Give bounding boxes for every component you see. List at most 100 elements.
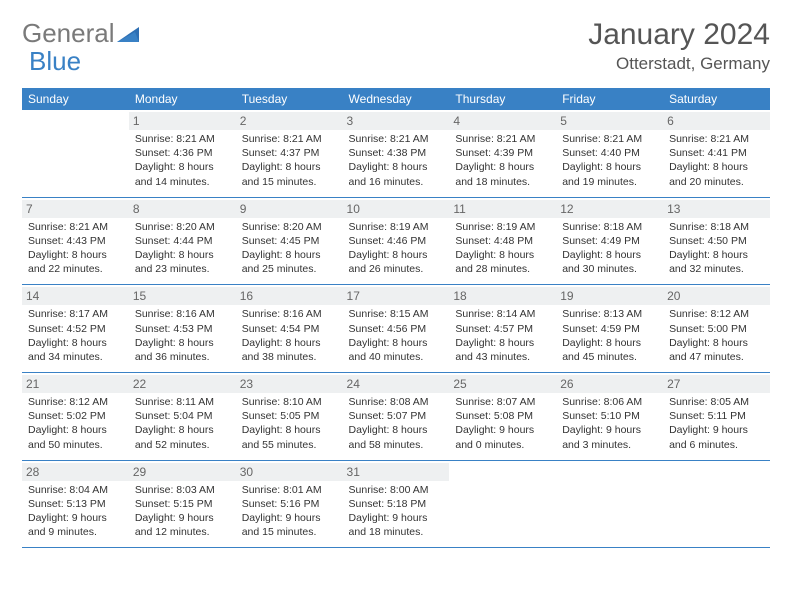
day-number: 13 (663, 200, 770, 218)
day-number: 25 (449, 375, 556, 393)
calendar-head: SundayMondayTuesdayWednesdayThursdayFrid… (22, 88, 770, 110)
calendar-day-cell: 9 Sunrise: 8:20 AMSunset: 4:45 PMDaylight… (236, 197, 343, 285)
day-details: Sunrise: 8:07 AMSunset: 5:08 PMDaylight:… (455, 395, 550, 452)
calendar-day-cell: 30 Sunrise: 8:01 AMSunset: 5:16 PMDayligh… (236, 460, 343, 548)
day-details: Sunrise: 8:20 AMSunset: 4:45 PMDaylight:… (242, 220, 337, 277)
day-details: Sunrise: 8:03 AMSunset: 5:15 PMDaylight:… (135, 483, 230, 540)
day-header: Friday (556, 88, 663, 110)
day-header: Thursday (449, 88, 556, 110)
calendar-day-cell: 21Sunrise: 8:12 AMSunset: 5:02 PMDayligh… (22, 373, 129, 461)
day-details: Sunrise: 8:05 AMSunset: 5:11 PMDaylight:… (669, 395, 764, 452)
calendar-week-row: 7 Sunrise: 8:21 AMSunset: 4:43 PMDaylight… (22, 197, 770, 285)
day-number: 26 (556, 375, 663, 393)
day-details: Sunrise: 8:21 AMSunset: 4:40 PMDaylight:… (562, 132, 657, 189)
day-details: Sunrise: 8:04 AMSunset: 5:13 PMDaylight:… (28, 483, 123, 540)
day-number: 14 (22, 287, 129, 305)
brand-triangle-icon (117, 24, 139, 47)
calendar-day-cell: 16 Sunrise: 8:16 AMSunset: 4:54 PMDayligh… (236, 285, 343, 373)
day-header: Wednesday (343, 88, 450, 110)
day-number: 18 (449, 287, 556, 305)
calendar-day-cell: 17 Sunrise: 8:15 AMSunset: 4:56 PMDayligh… (343, 285, 450, 373)
day-number: 5 (556, 112, 663, 130)
calendar-day-cell: 5 Sunrise: 8:21 AMSunset: 4:40 PMDaylight… (556, 110, 663, 197)
calendar-week-row: 28 Sunrise: 8:04 AMSunset: 5:13 PMDayligh… (22, 460, 770, 548)
day-details: Sunrise: 8:21 AMSunset: 4:39 PMDaylight:… (455, 132, 550, 189)
day-number: 10 (343, 200, 450, 218)
calendar-day-cell: 26 Sunrise: 8:06 AMSunset: 5:10 PMDayligh… (556, 373, 663, 461)
calendar-day-cell (449, 460, 556, 548)
calendar-day-cell: 11 Sunrise: 8:19 AMSunset: 4:48 PMDayligh… (449, 197, 556, 285)
brand-text-blue: Blue (29, 46, 81, 76)
calendar-week-row: 1Sunrise: 8:21 AMSunset: 4:36 PMDaylight… (22, 110, 770, 197)
day-number: 7 (22, 200, 129, 218)
day-number: 23 (236, 375, 343, 393)
day-details: Sunrise: 8:16 AMSunset: 4:53 PMDaylight:… (135, 307, 230, 364)
day-details: Sunrise: 8:08 AMSunset: 5:07 PMDaylight:… (349, 395, 444, 452)
day-number: 20 (663, 287, 770, 305)
calendar-day-cell: 7 Sunrise: 8:21 AMSunset: 4:43 PMDaylight… (22, 197, 129, 285)
calendar-day-cell: 28 Sunrise: 8:04 AMSunset: 5:13 PMDayligh… (22, 460, 129, 548)
day-details: Sunrise: 8:19 AMSunset: 4:48 PMDaylight:… (455, 220, 550, 277)
calendar-body: 1Sunrise: 8:21 AMSunset: 4:36 PMDaylight… (22, 110, 770, 548)
day-number: 11 (449, 200, 556, 218)
day-details: Sunrise: 8:19 AMSunset: 4:46 PMDaylight:… (349, 220, 444, 277)
brand-text-blue-wrap: Blue (29, 46, 81, 77)
day-details: Sunrise: 8:21 AMSunset: 4:36 PMDaylight:… (135, 132, 230, 189)
day-details: Sunrise: 8:00 AMSunset: 5:18 PMDaylight:… (349, 483, 444, 540)
day-number: 22 (129, 375, 236, 393)
calendar-day-cell: 31 Sunrise: 8:00 AMSunset: 5:18 PMDayligh… (343, 460, 450, 548)
day-number: 27 (663, 375, 770, 393)
day-number: 24 (343, 375, 450, 393)
calendar-day-cell: 6 Sunrise: 8:21 AMSunset: 4:41 PMDaylight… (663, 110, 770, 197)
day-details: Sunrise: 8:21 AMSunset: 4:43 PMDaylight:… (28, 220, 123, 277)
day-number: 12 (556, 200, 663, 218)
day-details: Sunrise: 8:18 AMSunset: 4:49 PMDaylight:… (562, 220, 657, 277)
calendar-day-cell: 27 Sunrise: 8:05 AMSunset: 5:11 PMDayligh… (663, 373, 770, 461)
day-number: 3 (343, 112, 450, 130)
calendar-day-cell: 29Sunrise: 8:03 AMSunset: 5:15 PMDayligh… (129, 460, 236, 548)
day-details: Sunrise: 8:01 AMSunset: 5:16 PMDaylight:… (242, 483, 337, 540)
day-details: Sunrise: 8:15 AMSunset: 4:56 PMDaylight:… (349, 307, 444, 364)
calendar-day-cell (663, 460, 770, 548)
day-header: Monday (129, 88, 236, 110)
day-details: Sunrise: 8:06 AMSunset: 5:10 PMDaylight:… (562, 395, 657, 452)
day-details: Sunrise: 8:11 AMSunset: 5:04 PMDaylight:… (135, 395, 230, 452)
calendar-day-cell: 4 Sunrise: 8:21 AMSunset: 4:39 PMDaylight… (449, 110, 556, 197)
calendar-table: SundayMondayTuesdayWednesdayThursdayFrid… (22, 88, 770, 548)
calendar-day-cell: 23 Sunrise: 8:10 AMSunset: 5:05 PMDayligh… (236, 373, 343, 461)
calendar-day-cell: 19 Sunrise: 8:13 AMSunset: 4:59 PMDayligh… (556, 285, 663, 373)
brand-text-general: General (22, 18, 115, 49)
calendar-day-cell: 1Sunrise: 8:21 AMSunset: 4:36 PMDaylight… (129, 110, 236, 197)
day-header: Sunday (22, 88, 129, 110)
calendar-day-cell: 12 Sunrise: 8:18 AMSunset: 4:49 PMDayligh… (556, 197, 663, 285)
day-details: Sunrise: 8:13 AMSunset: 4:59 PMDaylight:… (562, 307, 657, 364)
calendar-day-cell: 15Sunrise: 8:16 AMSunset: 4:53 PMDayligh… (129, 285, 236, 373)
day-number: 6 (663, 112, 770, 130)
day-details: Sunrise: 8:18 AMSunset: 4:50 PMDaylight:… (669, 220, 764, 277)
day-number: 17 (343, 287, 450, 305)
day-details: Sunrise: 8:20 AMSunset: 4:44 PMDaylight:… (135, 220, 230, 277)
calendar-day-cell: 3Sunrise: 8:21 AMSunset: 4:38 PMDaylight… (343, 110, 450, 197)
day-number: 30 (236, 463, 343, 481)
day-details: Sunrise: 8:16 AMSunset: 4:54 PMDaylight:… (242, 307, 337, 364)
day-header: Tuesday (236, 88, 343, 110)
calendar-day-cell (22, 110, 129, 197)
day-details: Sunrise: 8:21 AMSunset: 4:41 PMDaylight:… (669, 132, 764, 189)
day-number: 9 (236, 200, 343, 218)
day-number: 16 (236, 287, 343, 305)
day-details: Sunrise: 8:14 AMSunset: 4:57 PMDaylight:… (455, 307, 550, 364)
day-number: 28 (22, 463, 129, 481)
calendar-day-cell: 18 Sunrise: 8:14 AMSunset: 4:57 PMDayligh… (449, 285, 556, 373)
calendar-week-row: 21Sunrise: 8:12 AMSunset: 5:02 PMDayligh… (22, 373, 770, 461)
day-number: 31 (343, 463, 450, 481)
calendar-day-cell (556, 460, 663, 548)
title-block: January 2024 Otterstadt, Germany (588, 18, 770, 74)
day-details: Sunrise: 8:12 AMSunset: 5:02 PMDaylight:… (28, 395, 123, 452)
day-details: Sunrise: 8:10 AMSunset: 5:05 PMDaylight:… (242, 395, 337, 452)
calendar-day-cell: 10 Sunrise: 8:19 AMSunset: 4:46 PMDayligh… (343, 197, 450, 285)
day-number: 4 (449, 112, 556, 130)
day-details: Sunrise: 8:21 AMSunset: 4:37 PMDaylight:… (242, 132, 337, 189)
day-details: Sunrise: 8:17 AMSunset: 4:52 PMDaylight:… (28, 307, 123, 364)
day-number: 19 (556, 287, 663, 305)
calendar-day-cell: 24 Sunrise: 8:08 AMSunset: 5:07 PMDayligh… (343, 373, 450, 461)
